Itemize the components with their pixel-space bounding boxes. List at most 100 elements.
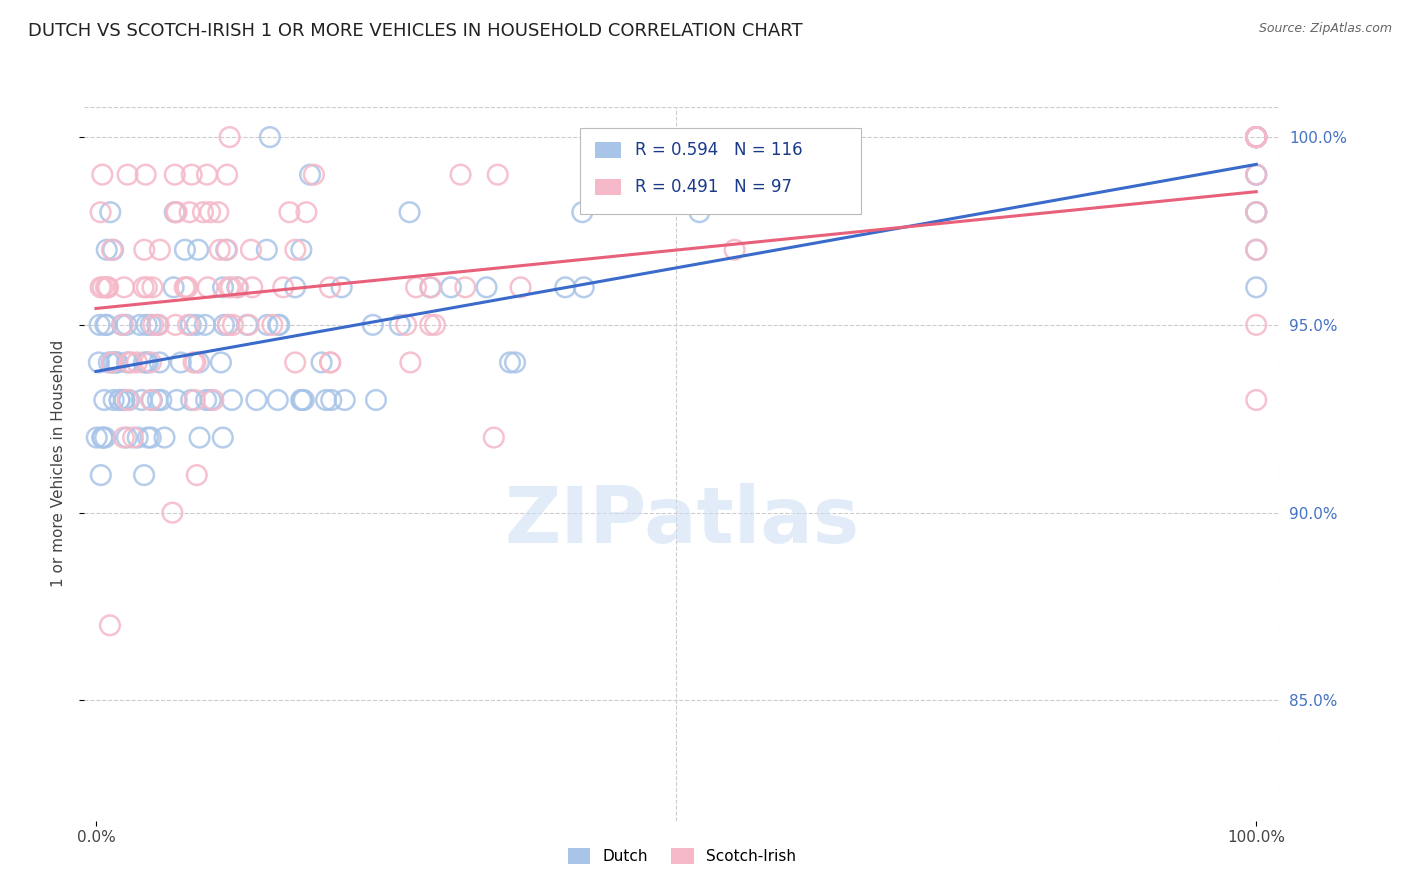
Point: [90, 468, 112, 483]
Point: [141, 280, 163, 294]
Point: [87, 355, 110, 369]
Point: [509, 280, 531, 294]
Point: [103, 355, 125, 369]
Point: [236, 318, 259, 332]
Point: [267, 318, 290, 332]
Point: [240, 280, 263, 294]
Point: [103, 392, 125, 407]
Point: [245, 392, 267, 407]
Point: [1244, 130, 1267, 145]
Point: [194, 318, 217, 332]
Point: [454, 280, 477, 294]
Point: [165, 205, 187, 219]
Point: [94, 318, 117, 332]
Point: [177, 318, 200, 332]
Point: [361, 318, 384, 332]
Point: [218, 130, 240, 145]
Point: [94, 431, 117, 445]
Point: [163, 205, 186, 219]
Point: [91, 431, 114, 445]
Point: [1244, 130, 1267, 145]
Point: [1244, 392, 1267, 407]
Point: [724, 243, 747, 257]
Point: [112, 280, 135, 294]
Point: [202, 392, 225, 407]
Point: [319, 355, 342, 369]
Bar: [595, 179, 621, 194]
Point: [399, 355, 422, 369]
Point: [419, 280, 441, 294]
Point: [91, 280, 114, 294]
Point: [101, 355, 124, 369]
Point: [180, 392, 202, 407]
Point: [186, 468, 208, 483]
Point: [198, 205, 221, 219]
Point: [1244, 205, 1267, 219]
Point: [176, 280, 198, 294]
Point: [1244, 130, 1267, 145]
Point: [96, 318, 118, 332]
Point: [419, 318, 441, 332]
Point: [111, 318, 134, 332]
Point: [222, 318, 245, 332]
Point: [311, 355, 333, 369]
Point: [239, 243, 262, 257]
Point: [217, 318, 239, 332]
Point: [1244, 130, 1267, 145]
Point: [98, 205, 121, 219]
Point: [132, 280, 155, 294]
Point: [215, 243, 238, 257]
Point: [284, 355, 307, 369]
Point: [101, 243, 124, 257]
Point: [163, 168, 186, 182]
Point: [184, 355, 207, 369]
Point: [486, 168, 509, 182]
Point: [166, 392, 188, 407]
Point: [423, 318, 446, 332]
Point: [132, 468, 155, 483]
Point: [91, 431, 114, 445]
Point: [139, 392, 162, 407]
Point: [90, 205, 112, 219]
Point: [111, 318, 134, 332]
Point: [238, 318, 260, 332]
Point: [135, 280, 157, 294]
Point: [319, 280, 342, 294]
Point: [388, 318, 411, 332]
Point: [112, 431, 135, 445]
Point: [688, 205, 710, 219]
Point: [215, 243, 238, 257]
Point: [132, 355, 155, 369]
Point: [141, 392, 163, 407]
Point: [94, 280, 117, 294]
Point: [146, 318, 169, 332]
Point: [108, 392, 131, 407]
Point: [101, 243, 124, 257]
Point: [183, 355, 205, 369]
Point: [295, 205, 318, 219]
Point: [179, 205, 201, 219]
Point: [96, 280, 118, 294]
Point: [136, 431, 159, 445]
Point: [1244, 168, 1267, 182]
Point: [148, 355, 170, 369]
Point: [482, 431, 505, 445]
Point: [173, 280, 195, 294]
Point: [166, 205, 188, 219]
Point: [86, 431, 108, 445]
Point: [184, 392, 207, 407]
Point: [315, 392, 337, 407]
Point: [207, 205, 229, 219]
Text: Source: ZipAtlas.com: Source: ZipAtlas.com: [1258, 22, 1392, 36]
Point: [115, 318, 138, 332]
Point: [1244, 130, 1267, 145]
Bar: [595, 142, 621, 158]
Point: [1244, 130, 1267, 145]
Legend: Dutch, Scotch-Irish: Dutch, Scotch-Irish: [561, 842, 803, 870]
Point: [219, 280, 242, 294]
Point: [217, 318, 239, 332]
Point: [136, 355, 159, 369]
Point: [125, 355, 148, 369]
Point: [96, 243, 118, 257]
Point: [269, 318, 291, 332]
